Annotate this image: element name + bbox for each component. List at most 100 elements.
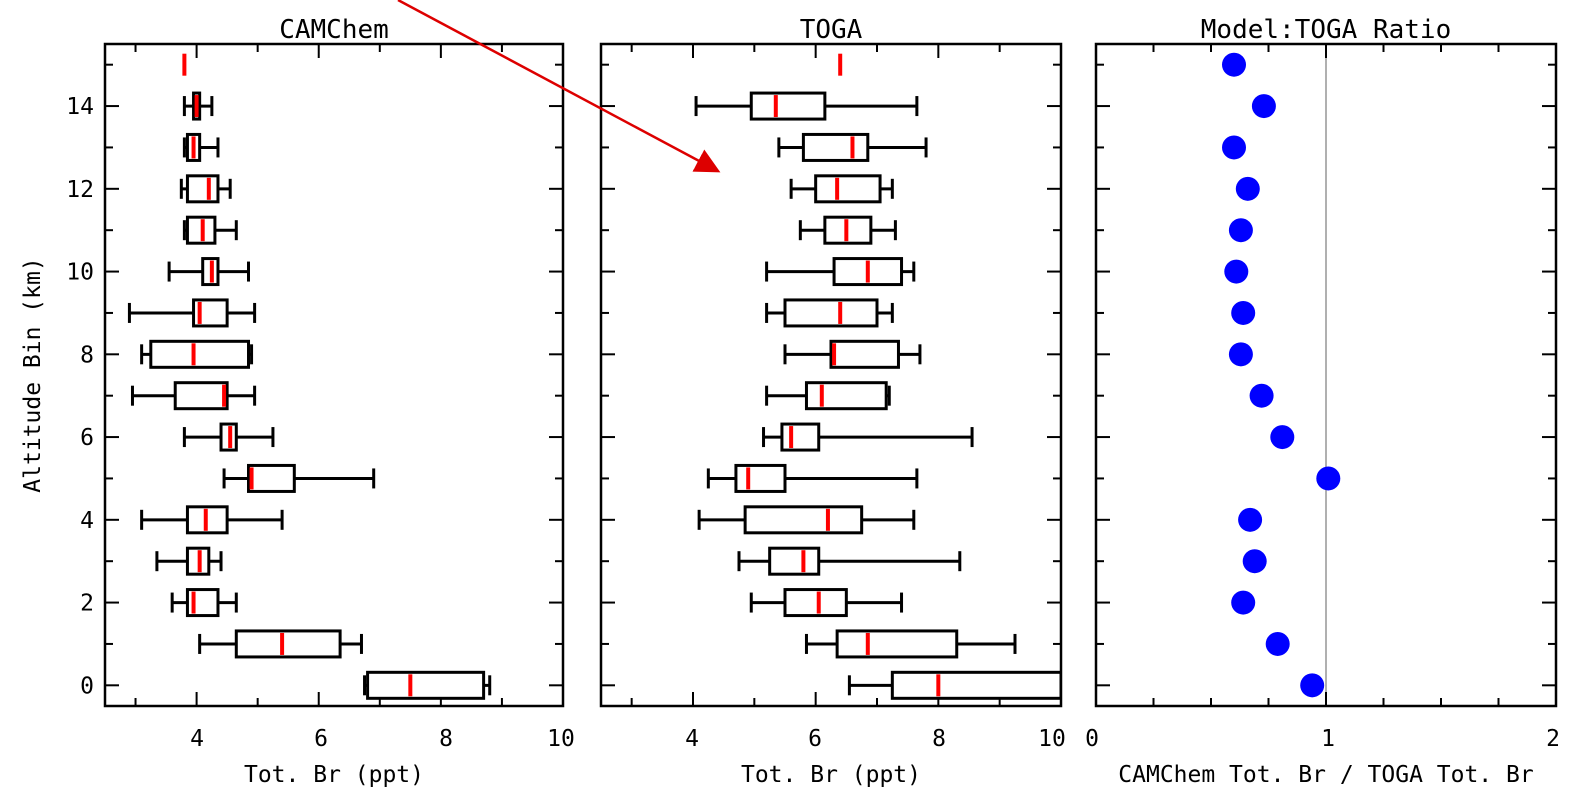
plot-marks <box>694 53 1061 700</box>
box-altitude-1 <box>198 629 363 659</box>
box-altitude-9 <box>765 298 894 328</box>
x-tick-label: 6 <box>314 726 328 752</box>
x-tick-label: 1 <box>1321 726 1335 752</box>
box-altitude-4 <box>697 505 916 535</box>
box-altitude-14 <box>182 91 214 121</box>
box-iqr <box>749 91 827 121</box>
box-iqr <box>801 132 870 162</box>
box-altitude-3 <box>737 546 962 576</box>
x-tick-label: 10 <box>1038 726 1066 752</box>
ratio-point-altitude-7 <box>1249 383 1274 408</box>
box-altitude-14 <box>694 91 919 121</box>
ratio-point-altitude-5 <box>1316 466 1341 491</box>
plot-marks <box>1222 52 1341 698</box>
box-altitude-4 <box>140 505 284 535</box>
plot-marks <box>127 53 492 700</box>
box-altitude-5 <box>222 463 376 493</box>
box-altitude-13 <box>182 132 220 162</box>
box-altitude-6 <box>762 422 974 452</box>
x-tick-label: 10 <box>547 726 575 752</box>
box-iqr <box>768 546 821 576</box>
box-iqr <box>185 174 220 204</box>
box-iqr <box>829 339 900 369</box>
ratio-point-altitude-13 <box>1222 135 1246 160</box>
y-tick-label: 2 <box>80 591 94 617</box>
ratio-point-altitude-0 <box>1300 673 1325 698</box>
box-altitude-2 <box>170 588 238 618</box>
plot-frame <box>103 42 565 708</box>
chart-title: Model:TOGA Ratio <box>1201 15 1451 45</box>
chart-title: CAMChem <box>279 15 389 45</box>
box-altitude-5 <box>706 463 919 493</box>
x-axis-label: Tot. Br (ppt) <box>741 762 921 788</box>
box-altitude-12 <box>789 174 894 204</box>
box-iqr <box>835 629 959 659</box>
y-tick-label: 0 <box>80 673 94 699</box>
annotation-arrow <box>397 0 721 173</box>
y-tick-label: 6 <box>80 425 94 451</box>
box-iqr <box>149 339 251 369</box>
x-tick-label: 0 <box>1085 726 1099 752</box>
box-altitude-10 <box>167 257 251 287</box>
ratio-point-altitude-14 <box>1251 94 1276 119</box>
box-altitude-1 <box>804 629 1017 659</box>
x-axis-label: CAMChem Tot. Br / TOGA Tot. Br <box>1118 762 1533 788</box>
ratio-point-altitude-2 <box>1231 590 1256 615</box>
x-tick-label: 4 <box>190 726 204 752</box>
ratio-point-altitude-15 <box>1222 52 1246 77</box>
ratio-point-altitude-6 <box>1270 425 1295 450</box>
y-tick-label: 14 <box>66 94 94 120</box>
box-altitude-0 <box>847 670 1061 700</box>
box-altitude-6 <box>182 422 275 452</box>
box-altitude-11 <box>798 215 897 245</box>
box-altitude-7 <box>765 381 891 411</box>
box-altitude-12 <box>179 174 232 204</box>
chart-title: TOGA <box>800 15 863 45</box>
box-iqr <box>814 174 882 204</box>
box-iqr <box>780 422 821 452</box>
box-altitude-9 <box>127 298 257 328</box>
y-tick-label: 10 <box>66 260 94 286</box>
box-iqr <box>743 505 864 535</box>
box-iqr <box>890 670 1061 700</box>
box-iqr <box>734 463 787 493</box>
box-altitude-3 <box>155 546 223 576</box>
plot-frame <box>1094 42 1558 708</box>
plot-frame <box>599 42 1063 708</box>
y-tick-label: 12 <box>66 177 94 203</box>
ratio-point-altitude-4 <box>1238 507 1263 532</box>
box-altitude-8 <box>140 339 254 369</box>
panel-2: TOGA 4 6 8 10 Tot. Br (ppt) <box>599 15 1066 788</box>
x-tick-label: 8 <box>439 726 453 752</box>
ratio-point-altitude-3 <box>1242 549 1267 574</box>
panel-1: CAMChem 4 6 8 10 Tot. Br (ppt) 0 2 4 6 8 10 12 14 Alti… <box>20 15 575 788</box>
y-tick-label: 8 <box>80 342 94 368</box>
box-altitude-11 <box>182 215 238 245</box>
panel-3: Model:TOGA Ratio 0 1 2 CAMChem Tot. Br / TOG… <box>1085 15 1560 788</box>
box-altitude-0 <box>363 670 492 700</box>
box-altitude-2 <box>749 588 904 618</box>
box-iqr <box>185 505 229 535</box>
x-tick-label: 4 <box>685 726 699 752</box>
y-tick-label: 4 <box>80 508 94 534</box>
ratio-point-altitude-10 <box>1224 259 1249 284</box>
ratio-point-altitude-1 <box>1265 631 1290 656</box>
box-altitude-13 <box>777 132 928 162</box>
box-iqr <box>783 298 879 328</box>
box-altitude-10 <box>765 257 916 287</box>
x-tick-label: 6 <box>808 726 822 752</box>
box-altitude-7 <box>130 381 257 411</box>
ratio-point-altitude-9 <box>1231 300 1256 325</box>
x-axis-label: Tot. Br (ppt) <box>244 762 424 788</box>
box-iqr <box>173 381 229 411</box>
box-iqr <box>783 588 848 618</box>
x-tick-label: 2 <box>1546 726 1560 752</box>
x-tick-label: 8 <box>932 726 946 752</box>
ratio-point-altitude-8 <box>1228 342 1253 367</box>
box-iqr <box>247 463 296 493</box>
ratio-point-altitude-12 <box>1235 176 1260 201</box>
y-axis-label: Altitude Bin (km) <box>20 257 46 492</box>
box-iqr <box>234 629 342 659</box>
